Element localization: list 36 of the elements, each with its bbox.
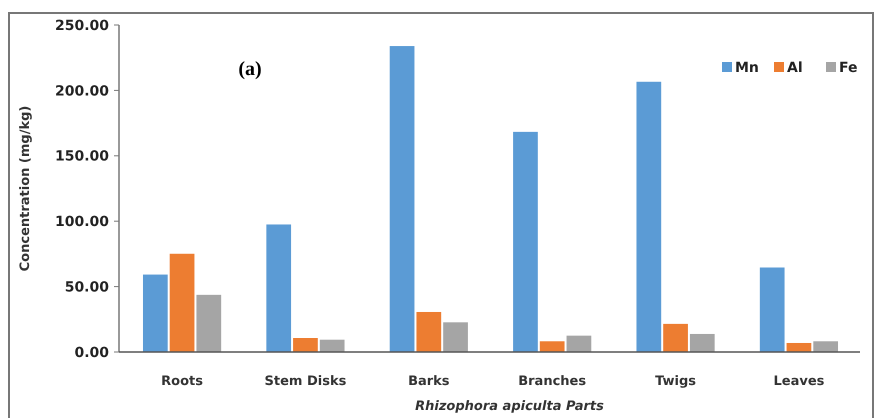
bar — [320, 340, 345, 352]
bar — [690, 334, 715, 352]
x-tick-label: Roots — [161, 374, 204, 389]
y-tick-label: 50.00 — [64, 280, 110, 296]
x-axis-title: Rhizophora apiculta Parts — [415, 399, 604, 414]
annotation: (a) — [238, 58, 262, 80]
bar — [293, 338, 318, 352]
bar — [813, 341, 838, 352]
bar — [390, 46, 414, 352]
legend-label: Fe — [839, 60, 858, 76]
legend-label: Mn — [735, 60, 759, 76]
x-tick-label: Leaves — [773, 374, 825, 389]
bar — [266, 224, 292, 352]
y-axis-title: Concentration (mg/kg) — [18, 106, 33, 272]
bar — [416, 312, 442, 352]
bar — [142, 274, 168, 352]
y-tick-label: 150.00 — [54, 148, 110, 165]
bar — [636, 82, 662, 352]
bar — [663, 324, 688, 352]
bar — [786, 342, 812, 352]
x-tick-label: Barks — [408, 374, 450, 389]
bar — [760, 268, 785, 352]
y-tick-label: 200.00 — [54, 83, 110, 100]
bar — [540, 341, 565, 352]
x-tick-label: Stem Disks — [264, 374, 347, 389]
bar — [566, 336, 592, 352]
legend-label: Al — [787, 60, 803, 76]
x-tick-label: Branches — [518, 374, 586, 389]
y-tick-label: 250.00 — [54, 18, 110, 34]
bar — [170, 254, 194, 352]
bar — [196, 294, 222, 352]
y-tick-label: 0.00 — [74, 344, 110, 361]
bar — [513, 132, 538, 352]
bar — [443, 322, 468, 352]
y-tick-label: 100.00 — [54, 214, 110, 230]
x-tick-label: Twigs — [655, 374, 696, 389]
